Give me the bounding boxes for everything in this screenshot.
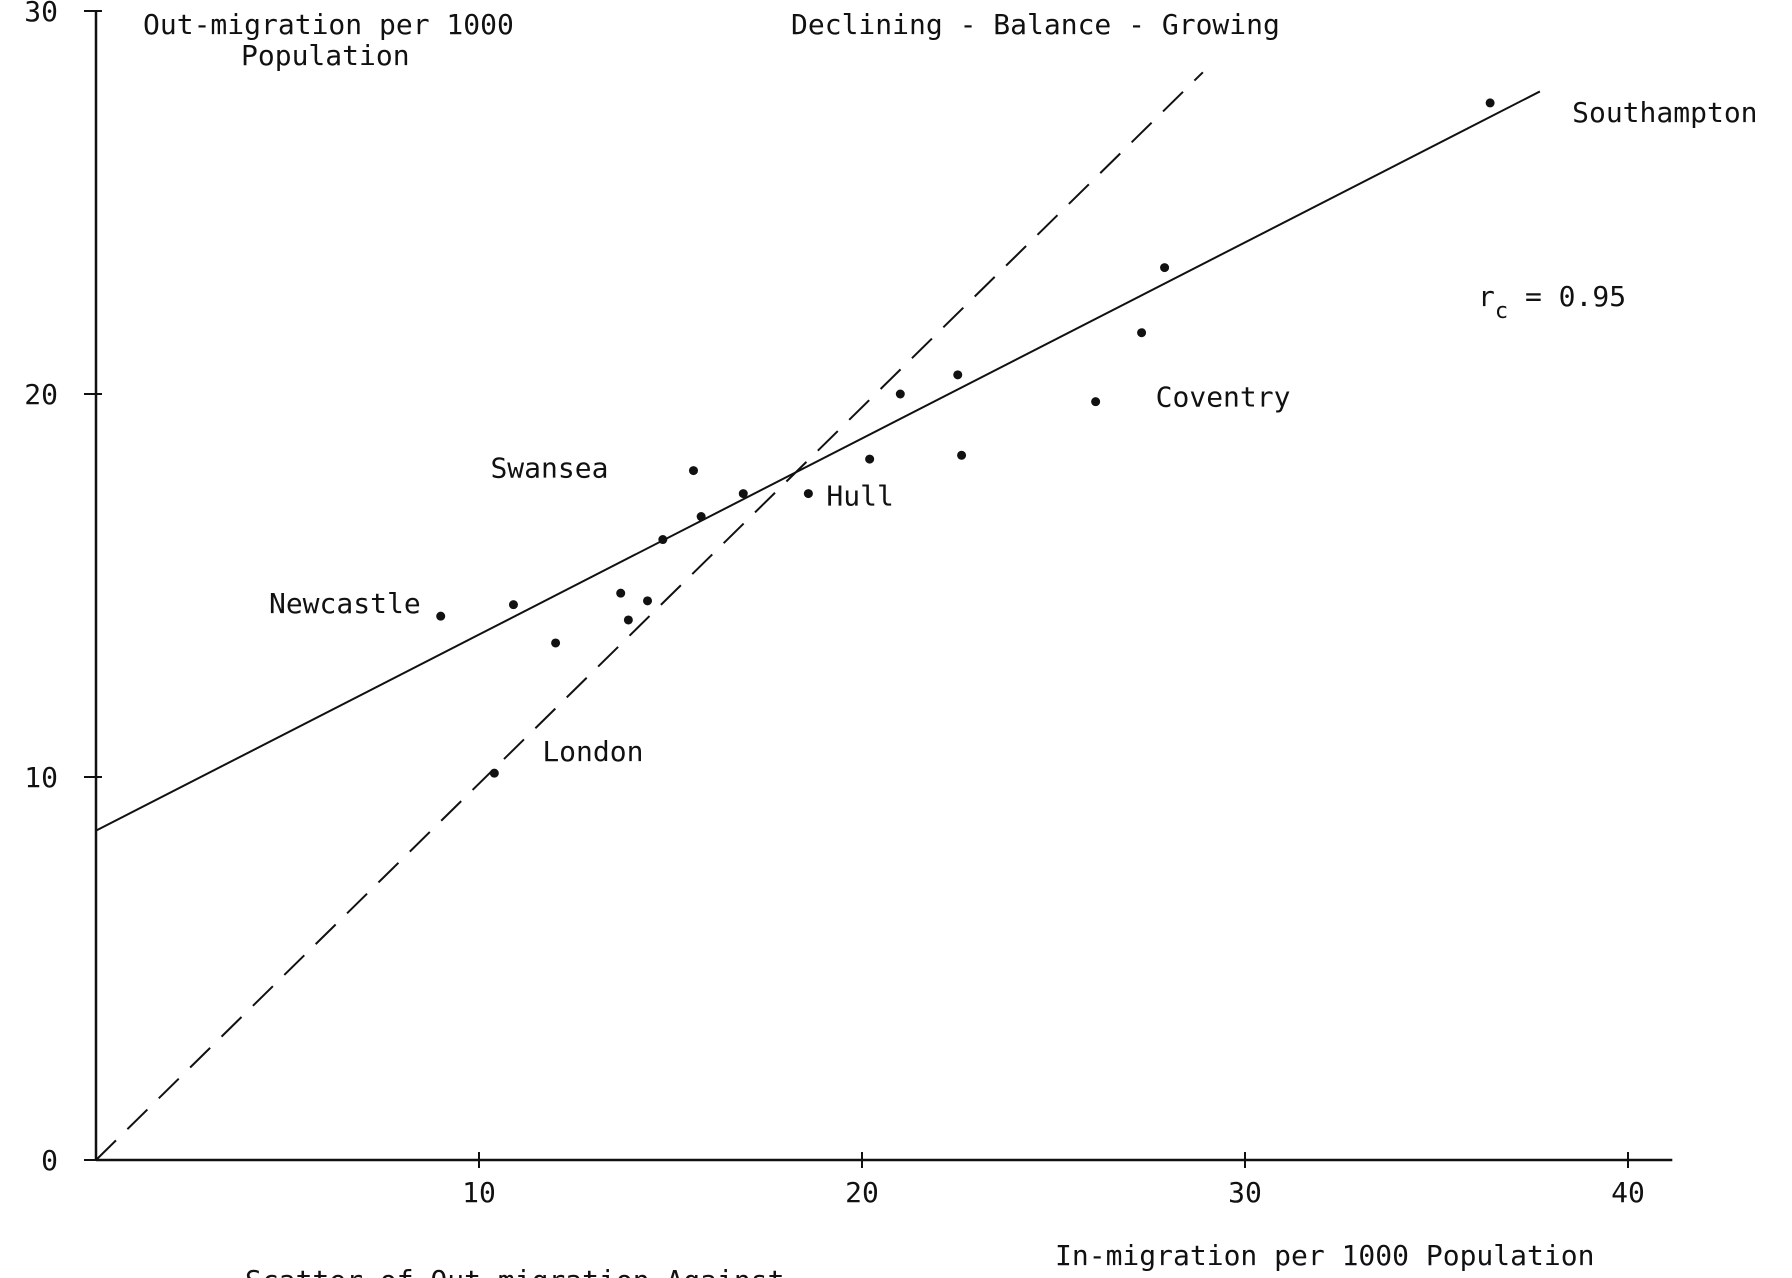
y-axis-label-line-1: Out-migration per 1000	[143, 8, 514, 41]
y-axis-label-line-2: Population	[241, 39, 410, 72]
data-point	[865, 454, 875, 464]
correlation-annotation: rc = 0.95	[1478, 280, 1626, 324]
y-tick-label-20: 20	[24, 378, 58, 411]
data-point	[957, 450, 967, 460]
data-point	[658, 535, 668, 545]
point-label-swansea: Swansea	[490, 452, 608, 485]
data-point	[508, 600, 518, 610]
point-label-southampton: Southampton	[1572, 96, 1757, 129]
chart-title: Declining - Balance - Growing	[791, 8, 1280, 41]
data-point	[895, 389, 905, 399]
data-point	[1091, 397, 1101, 407]
data-point	[643, 596, 653, 606]
axes-layer	[94, 11, 1673, 1162]
y-tick-label-30: 30	[24, 0, 58, 28]
x-tick-label-20: 20	[845, 1176, 879, 1209]
correlation-symbol: r	[1478, 280, 1495, 313]
x-tick-label-40: 40	[1611, 1176, 1645, 1209]
ticks-layer: 10 20 30 40 0 10 20 30	[24, 0, 1645, 1209]
figure-caption-fragment: Scatter of Out-migration Against	[245, 1264, 784, 1278]
data-point	[688, 466, 698, 476]
correlation-value: = 0.95	[1508, 280, 1626, 313]
data-point	[1160, 263, 1170, 273]
data-point	[1485, 98, 1495, 108]
point-label-newcastle: Newcastle	[269, 587, 421, 620]
y-tick-label-10: 10	[24, 761, 58, 794]
regression-line	[95, 90, 1541, 832]
y-tick-label-0: 0	[41, 1144, 58, 1177]
correlation-subscript: c	[1495, 299, 1508, 324]
point-label-london: London	[542, 735, 643, 768]
x-tick-label-30: 30	[1228, 1176, 1262, 1209]
data-point	[436, 611, 446, 621]
data-point	[738, 489, 748, 499]
data-point	[1137, 328, 1147, 338]
balance-line	[95, 71, 1204, 1161]
data-point	[623, 615, 633, 625]
point-label-hull: Hull	[826, 480, 893, 513]
point-label-coventry: Coventry	[1156, 381, 1291, 414]
x-axis-label: In-migration per 1000 Population	[1055, 1239, 1594, 1272]
lines-layer	[95, 71, 1541, 1161]
point-labels-layer: London Newcastle Swansea Hull Coventry Southa…	[269, 96, 1758, 768]
x-tick-label-10: 10	[462, 1176, 496, 1209]
data-point	[696, 512, 706, 522]
data-point	[953, 370, 963, 380]
points-layer	[436, 98, 1495, 778]
data-point	[616, 588, 626, 598]
data-point	[803, 489, 813, 499]
data-point	[551, 638, 561, 648]
data-point	[489, 768, 499, 778]
